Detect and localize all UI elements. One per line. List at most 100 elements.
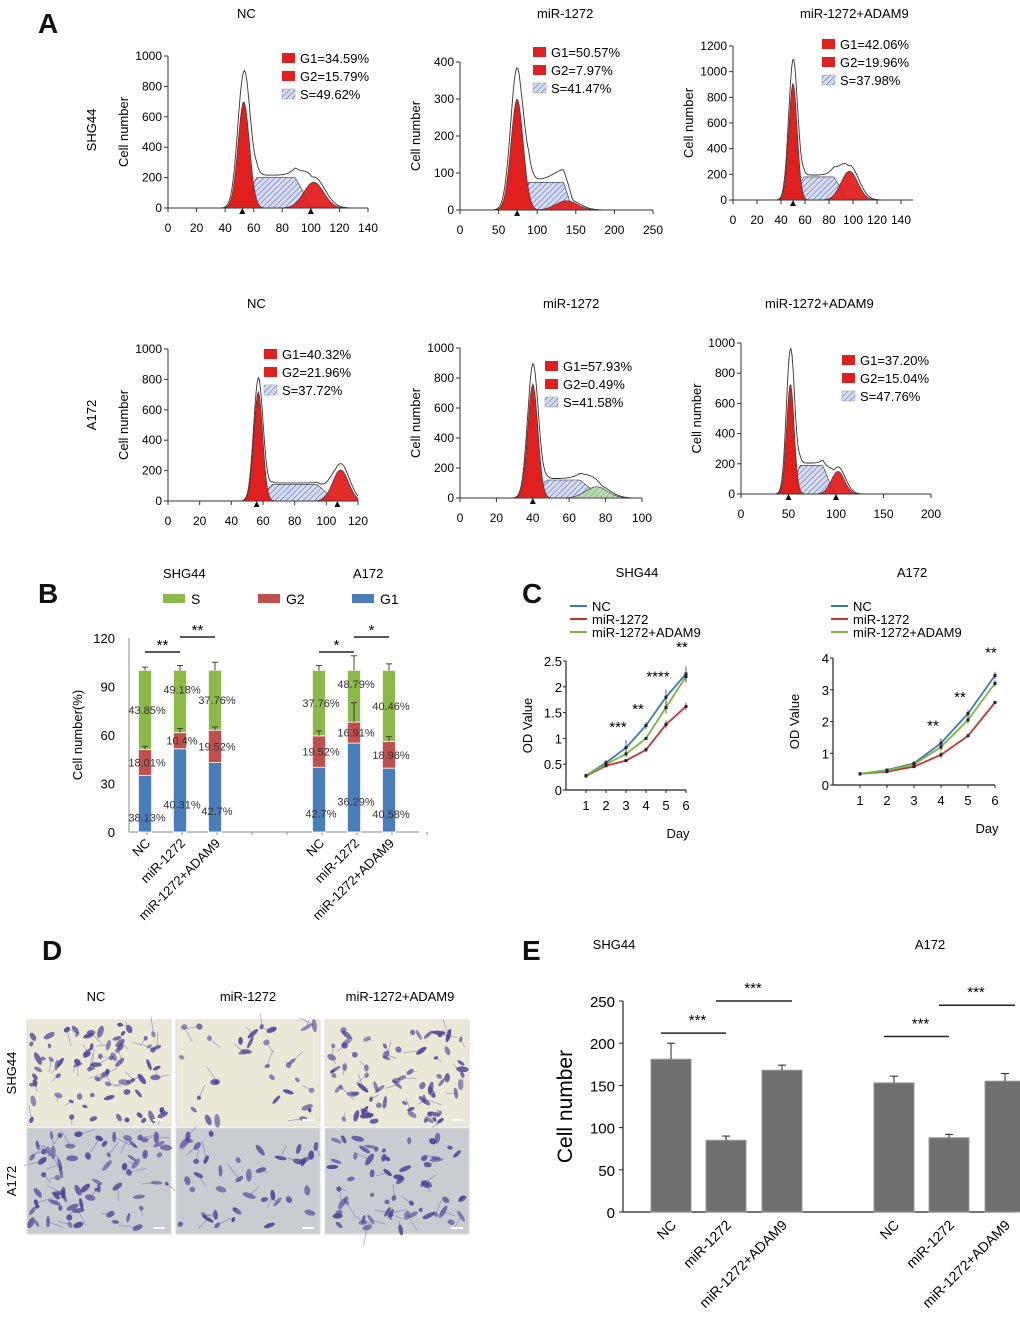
cell-process xyxy=(443,1211,456,1217)
y-tick-label: 200 xyxy=(434,461,454,475)
y-axis-label: Cell number xyxy=(116,96,131,167)
stained-cell xyxy=(428,1111,441,1117)
stained-cell xyxy=(369,1192,375,1197)
y-tick-label: 1000 xyxy=(708,336,735,350)
stained-cell xyxy=(89,1116,98,1122)
stained-cell xyxy=(123,1089,131,1095)
data-point xyxy=(664,722,668,726)
stained-cell xyxy=(407,1106,415,1112)
cell-process xyxy=(401,1196,412,1204)
series-line xyxy=(859,701,996,775)
stained-cell xyxy=(375,1102,382,1109)
cell-process xyxy=(331,1057,337,1064)
stained-cell xyxy=(453,1087,459,1099)
legend-label-s: S=41.58% xyxy=(563,395,624,410)
x-tick-label: 100 xyxy=(301,221,321,235)
stained-cell xyxy=(74,1184,82,1196)
y-tick-label: 200 xyxy=(590,1036,615,1053)
stained-cell xyxy=(90,1092,95,1098)
cell-process xyxy=(78,1129,96,1135)
cell-process xyxy=(386,1084,398,1089)
legend-swatch-g2 xyxy=(842,373,855,383)
scale-bar xyxy=(302,1227,314,1229)
y-tick-label: 0 xyxy=(720,193,727,207)
cell-process xyxy=(370,1094,379,1100)
y-tick-label: 1 xyxy=(822,746,829,761)
cell-process xyxy=(374,1209,388,1213)
peak-marker xyxy=(833,494,839,500)
legend-label-g1: G1=50.57% xyxy=(551,45,620,60)
x-tick-label: 0 xyxy=(730,213,737,227)
column-label: NC xyxy=(87,989,106,1004)
x-tick-label: 60 xyxy=(256,514,270,528)
stained-cell xyxy=(84,1152,91,1160)
cell-process xyxy=(454,1216,462,1228)
significance-label: ** xyxy=(157,637,169,654)
data-label-s: 43.85% xyxy=(128,705,166,717)
micrograph-grid-d: NC miR-1272 miR-1272+ADAM9 SHG44 A172 xyxy=(4,989,470,1246)
stained-cell xyxy=(369,1169,375,1178)
micrograph-image xyxy=(23,1127,180,1235)
x-tick-label: 120 xyxy=(867,213,887,227)
row-label: SHG44 xyxy=(84,109,99,152)
y-tick-label: 2 xyxy=(555,680,562,695)
cell-process xyxy=(56,1095,59,1102)
x-tick-label: 80 xyxy=(288,514,302,528)
stained-cell xyxy=(129,1141,138,1149)
y-tick-label: 2.5 xyxy=(544,654,562,669)
cell-process xyxy=(101,1213,111,1215)
significance-label: ** xyxy=(985,645,997,662)
stained-cell xyxy=(150,1047,156,1053)
micrograph-image xyxy=(175,1013,321,1128)
cell-process xyxy=(339,1190,343,1205)
stained-cell xyxy=(84,1194,96,1201)
cell-process xyxy=(61,1130,71,1147)
stained-cell xyxy=(67,1221,73,1228)
cell-process xyxy=(125,1021,130,1030)
x-tick-label: 80 xyxy=(276,221,290,235)
stained-cell xyxy=(204,1114,212,1126)
stained-cell xyxy=(353,1152,358,1160)
y-tick-label: 1200 xyxy=(700,39,727,53)
stained-cell xyxy=(29,1041,34,1047)
stained-cell xyxy=(418,1207,423,1213)
data-point xyxy=(939,745,943,749)
data-point xyxy=(939,753,943,757)
cell-process xyxy=(260,1013,263,1027)
y-tick-label: 0 xyxy=(728,487,735,501)
chart-title: SHG44 xyxy=(616,565,659,580)
legend-label-s: S=37.72% xyxy=(282,383,343,398)
y-tick-label: 200 xyxy=(142,464,162,478)
panel-label-b: B xyxy=(38,578,59,609)
category-label: NC xyxy=(303,836,327,860)
cell-process xyxy=(358,1074,364,1088)
cell-process xyxy=(245,1026,254,1034)
stained-cell xyxy=(428,1081,434,1095)
bar-segment-g1 xyxy=(208,761,222,833)
group-title: SHG44 xyxy=(163,566,206,581)
total-envelope-line xyxy=(168,69,368,209)
cell-process xyxy=(204,1214,213,1217)
stained-cell xyxy=(97,1183,101,1193)
stained-cell xyxy=(423,1162,432,1168)
stained-cell xyxy=(125,1024,133,1034)
cell-process xyxy=(50,1062,61,1074)
data-point xyxy=(684,704,688,708)
stained-cell xyxy=(35,1140,40,1150)
cell-process xyxy=(50,1177,58,1180)
data-point xyxy=(912,762,916,766)
histogram-A-SHG44-miR: miR-1272 Cell number 0 100 200 300 400 0 50 100 15… xyxy=(408,6,663,237)
y-tick-label: 1000 xyxy=(427,341,454,355)
cell-process xyxy=(186,1145,198,1156)
stained-cell xyxy=(33,1187,42,1198)
stained-cell xyxy=(46,1146,52,1157)
stained-cell xyxy=(138,1205,144,1211)
stained-cell xyxy=(247,1036,254,1049)
stained-cell xyxy=(418,1096,431,1106)
x-tick-label: 200 xyxy=(921,507,941,521)
stained-cell xyxy=(208,1130,214,1137)
stained-cell xyxy=(381,1153,387,1162)
y-tick-label: 0 xyxy=(447,203,454,217)
cell-process xyxy=(283,1156,299,1162)
cell-process xyxy=(435,1200,442,1215)
